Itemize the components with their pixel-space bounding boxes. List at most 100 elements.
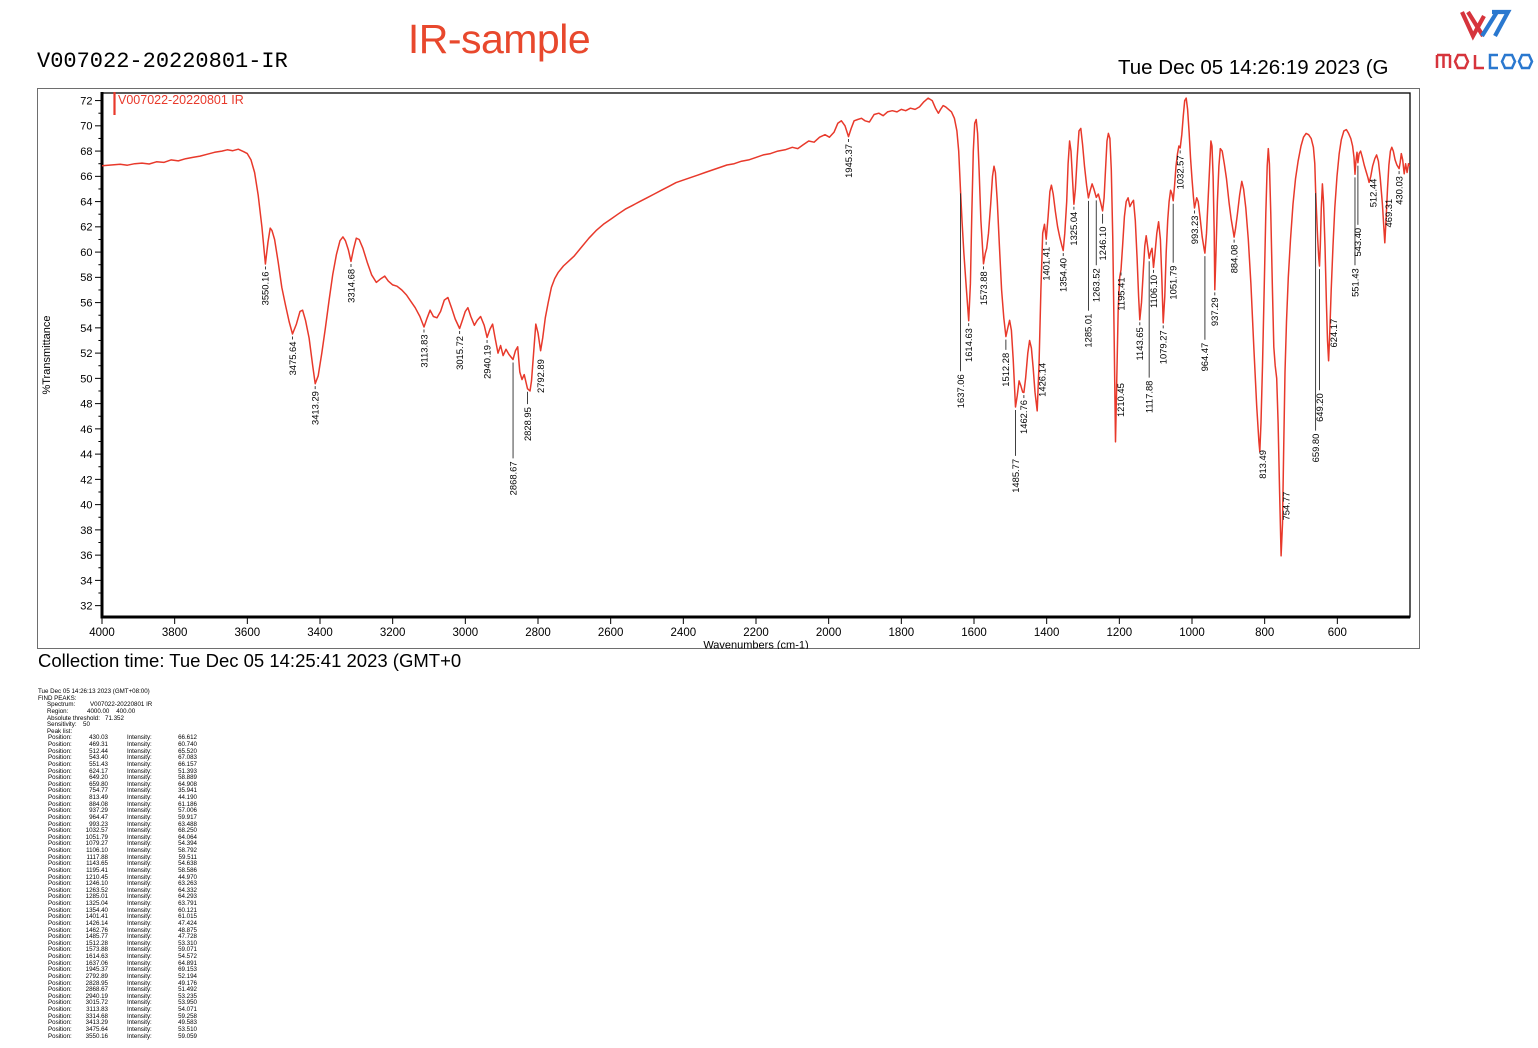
peak-row: Position: 3550.16 Intensity: 59.059 [48,1032,197,1040]
peak-row: Position: 2828.95 Intensity: 49.176 [48,979,197,987]
y-tick-label: 38 [80,525,92,537]
peak-label: 624.17 [1328,319,1339,348]
peak-row: Position: 3015.72 Intensity: 53.950 [48,999,197,1007]
peak-row: Position: 1285.01 Intensity: 64.293 [48,893,197,901]
peak-row: Position: 1117.88 Intensity: 59.511 [48,853,197,861]
peak-label: 1573.88 [978,271,989,305]
peak-row: Position: 659.80 Intensity: 64.908 [48,780,197,788]
peak-row: Position: 3314.68 Intensity: 59.258 [48,1012,197,1020]
peak-row: Position: 1051.79 Intensity: 64.064 [48,833,197,841]
peak-row: Position: 1032.57 Intensity: 68.250 [48,827,197,835]
x-tick-label: 3400 [307,627,333,639]
peak-label: 512.44 [1367,179,1378,208]
spectrum-curve [102,97,1410,557]
peak-label: 1512.28 [1000,353,1011,387]
peak-row: Position: 813.49 Intensity: 44.190 [48,794,197,801]
y-tick-label: 68 [80,146,92,158]
y-tick-label: 66 [80,171,92,183]
peak-label: 1614.63 [963,328,974,362]
region-label: Region: [47,707,69,715]
peak-row: Position: 430.03 Intensity: 66.612 [48,734,197,742]
peak-label: 1354.40 [1058,258,1069,292]
y-axis-title: %Transmittance [41,315,53,394]
peak-row: Position: 543.40 Intensity: 67.083 [48,754,197,762]
x-tick-label: 2800 [525,627,551,639]
peak-label: 1106.10 [1148,275,1159,308]
x-tick-label: 600 [1328,627,1347,639]
y-tick-label: 44 [80,449,92,461]
threshold-label: Absolute threshold: [47,714,100,722]
peak-label: 2792.89 [535,359,546,393]
peak-row: Position: 624.17 Intensity: 51.393 [48,767,197,775]
x-tick-label: 2200 [743,627,769,639]
x-tick-label: 2000 [816,627,842,639]
peak-row: Position: 2792.89 Intensity: 52.194 [48,972,197,980]
x-tick-label: 3800 [162,627,188,639]
peak-label: 1485.77 [1010,459,1021,493]
peak-label: 469.31 [1383,199,1394,228]
brand-wordmark [1435,53,1534,70]
peak-label: 754.77 [1280,492,1291,521]
peak-label: 1079.27 [1157,330,1168,364]
x-tick-label: 1800 [889,627,915,639]
peak-label: 3113.83 [418,334,429,367]
x-tick-label: 1200 [1107,627,1133,639]
peak-row: Position: 1485.77 Intensity: 47.728 [48,933,197,941]
peak-label: 1143.65 [1134,327,1145,360]
peak-row: Position: 884.08 Intensity: 61.186 [48,800,197,808]
y-tick-label: 34 [80,575,92,587]
peak-label: 1945.37 [843,144,854,178]
peak-row: Position: 1354.40 Intensity: 60.121 [48,906,197,914]
y-tick-label: 60 [80,247,92,259]
peak-label: 1285.01 [1083,314,1094,348]
peak-label: 551.43 [1349,268,1360,297]
sample-id: V007022-20220801-IR [37,49,288,74]
y-axis: 32 34 36 38 40 42 44 46 48 50 52 54 56 58 60 62 64 66 68 70… [80,95,101,613]
spectrum-label: Spectrum: [47,701,76,709]
peak-row: Position: 1614.63 Intensity: 54.572 [48,953,197,960]
plot-border [101,92,1411,618]
region-value: 4000.00 400.00 [87,707,136,715]
y-tick-label: 32 [80,601,92,613]
peak-label: 3413.29 [309,391,320,425]
peak-row: Position: 1079.27 Intensity: 54.394 [48,840,197,848]
peak-row: Position: 1325.04 Intensity: 63.791 [48,900,197,907]
peak-row: Position: 1143.65 Intensity: 54.638 [48,860,197,868]
peak-row: Position: 1210.45 Intensity: 44.970 [48,873,197,881]
x-tick-label: 2600 [598,627,624,639]
peak-row: Position: 1195.41 Intensity: 58.586 [48,866,197,874]
peak-list-label: Peak list: [47,727,73,735]
peak-row: Position: 1263.52 Intensity: 64.332 [48,886,197,894]
peak-row: Position: 1573.88 Intensity: 59.071 [48,946,197,954]
peak-label: 1637.06 [955,374,966,408]
y-tick-label: 46 [80,424,92,436]
peak-row: Position: 649.20 Intensity: 58.889 [48,774,197,782]
y-tick-label: 64 [80,196,92,208]
y-tick-label: 56 [80,298,92,310]
peak-row: Position: 1106.10 Intensity: 58.792 [48,847,197,854]
y-tick-label: 58 [80,272,92,284]
peak-labels: 3550.16 3475.64 3413.29 3314.68 3113.83 3015.… [260,139,1404,521]
peak-row: Position: 1401.41 Intensity: 61.015 [48,913,197,921]
legend-label: V007022-20220801 IR [118,93,244,107]
spectrum-value: V007022-20220801 IR [90,701,153,709]
y-tick-label: 70 [80,121,92,133]
peak-row: Position: 754.77 Intensity: 35.941 [48,787,197,795]
y-tick-label: 42 [80,474,92,486]
peak-find-report: Tue Dec 05 14:26:13 2023 (GMT+08:00) FIN… [38,688,197,1040]
peak-label: 884.08 [1228,245,1239,274]
peak-label: 993.23 [1189,216,1200,245]
peak-row: Position: 993.23 Intensity: 63.488 [48,820,197,828]
brand-logo [1434,6,1536,77]
y-tick-label: 50 [80,373,92,385]
peak-label: 1210.45 [1115,383,1126,417]
peak-label: 543.40 [1352,228,1363,257]
peak-row: Position: 1637.06 Intensity: 64.891 [48,959,197,967]
x-tick-label: 1000 [1179,627,1205,639]
peak-label: 1426.14 [1036,363,1047,397]
header-datetime: Tue Dec 05 14:26:19 2023 (G [1118,56,1389,79]
y-tick-label: 52 [80,348,92,360]
peak-row: Position: 551.43 Intensity: 66.157 [48,760,197,768]
peak-label: 2940.19 [481,345,492,379]
peak-list: Position: 430.03 Intensity: 66.612 Position:… [38,735,197,1040]
